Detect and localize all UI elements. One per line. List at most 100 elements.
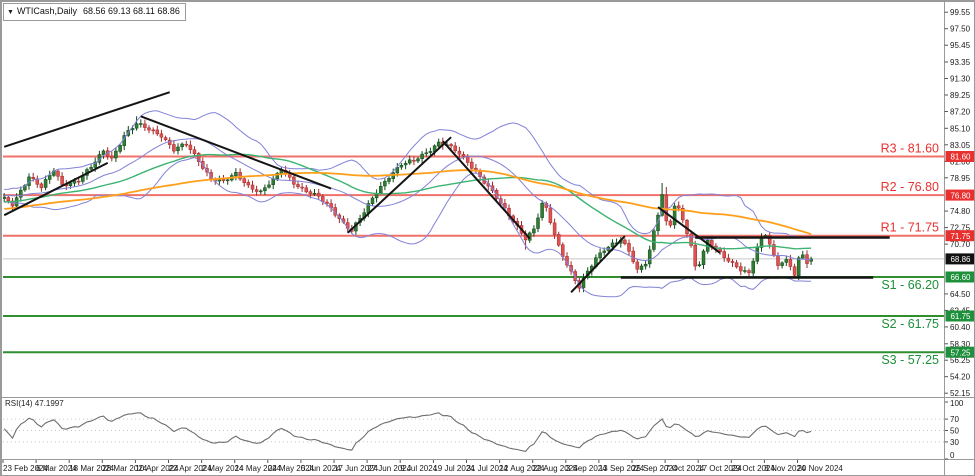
price-tick-label: 95.45 (950, 41, 971, 50)
date-tick-label: 7 Oct 2024 (665, 464, 705, 473)
trendline[interactable] (3, 91, 171, 148)
rsi-axis-label: 100 (950, 399, 964, 408)
price-tick-label: 58.30 (950, 340, 971, 349)
date-tick-label: 8 Nov 2024 (764, 464, 805, 473)
date-tick-label: 10 Apr 2024 (135, 464, 179, 473)
price-tick-label: 72.75 (950, 224, 971, 233)
price-tick-label: 97.50 (950, 25, 971, 34)
candle (263, 184, 267, 195)
candle (739, 262, 743, 276)
candle (163, 135, 168, 142)
candle (155, 125, 160, 136)
rsi-axis-label: 70 (950, 415, 959, 424)
candle (453, 142, 457, 153)
date-tick-label: 22 Aug 2024 (533, 464, 578, 473)
candle (143, 119, 147, 131)
date-tick-label: 18 Mar 2024 (69, 464, 114, 473)
candle (370, 196, 375, 206)
date-tick-label: 24 May 2024 (268, 464, 315, 473)
svg-text:71.75: 71.75 (950, 232, 971, 241)
candle (101, 149, 106, 159)
candle (379, 181, 383, 195)
price-tick-label: 54.20 (950, 373, 971, 382)
price-tick-label: 93.35 (950, 58, 971, 67)
date-tick-label: 22 Apr 2024 (169, 464, 213, 473)
price-tick-label: 56.25 (950, 356, 971, 365)
candle (436, 138, 441, 149)
trendline-drawings[interactable] (3, 91, 890, 293)
candle (234, 168, 238, 181)
price-tag: 66.60 (945, 271, 974, 283)
rsi-line (3, 412, 812, 453)
candle (250, 180, 255, 193)
candle (118, 143, 122, 154)
date-tick-label: 5 Jun 2024 (301, 464, 341, 473)
candle (668, 219, 673, 228)
date-tick-label: 2 May 2024 (202, 464, 244, 473)
candle (19, 186, 23, 202)
candle (184, 140, 189, 148)
price-tick-label: 70.70 (950, 240, 971, 249)
candle (647, 245, 652, 268)
resistance-label: R2 - 76.80 (881, 180, 939, 194)
candle (701, 249, 706, 269)
trendline[interactable] (3, 162, 109, 217)
svg-text:68.86: 68.86 (950, 255, 971, 264)
candle (796, 255, 801, 280)
support-label: S1 - 66.20 (881, 278, 939, 292)
candle (56, 169, 60, 181)
trendline[interactable] (570, 235, 626, 293)
candle (172, 140, 176, 154)
price-tick-label: 83.05 (950, 141, 971, 150)
candle (416, 156, 420, 163)
support-label: S2 - 61.75 (881, 317, 939, 331)
candle (304, 185, 309, 194)
candle (420, 151, 424, 163)
date-tick-label: 20 Nov 2024 (797, 464, 843, 473)
candle (296, 180, 300, 189)
candle (784, 255, 789, 266)
trendline[interactable] (442, 140, 531, 240)
date-tick-label: 3 Sep 2024 (566, 464, 607, 473)
symbol-title-box: ▼ WTICash,Daily 68.56 69.13 68.11 68.86 (3, 3, 186, 21)
candle (242, 176, 246, 187)
candle (246, 179, 251, 188)
trendline[interactable] (347, 136, 452, 234)
ohlc-quote-label: 68.56 69.13 68.11 68.86 (82, 6, 180, 16)
candle (722, 247, 726, 262)
candle (159, 129, 164, 142)
price-tag: 61.75 (945, 310, 974, 322)
candle (188, 140, 193, 154)
trendline[interactable] (657, 206, 721, 254)
price-tick-label: 60.40 (950, 323, 971, 332)
candle (428, 147, 433, 157)
candle (254, 185, 259, 196)
bollinger-bands (4, 110, 812, 298)
price-tick-label: 78.95 (950, 174, 971, 183)
candle (556, 231, 561, 247)
svg-text:61.75: 61.75 (950, 312, 971, 321)
date-tick-label: 19 Jul 2024 (433, 464, 475, 473)
candle (635, 259, 640, 274)
rsi-axis: 100 70 50 30 0 (944, 399, 964, 460)
rsi-guides (3, 418, 944, 443)
trendline[interactable] (140, 115, 332, 190)
candle (316, 188, 321, 201)
price-axis[interactable]: 99.55 97.50 95.45 93.35 91.30 89.25 87.20 85.10… (944, 8, 975, 398)
candle (780, 261, 784, 269)
date-tick-label: 28 Mar 2024 (102, 464, 147, 473)
candle (412, 156, 416, 166)
collapse-arrow-icon[interactable]: ▼ (7, 9, 14, 16)
candle (139, 119, 143, 128)
pivot-level-lines[interactable] (3, 155, 944, 354)
ma-line-slow-orange (4, 169, 812, 235)
candle (697, 261, 702, 268)
candle (734, 260, 739, 269)
candle (383, 178, 387, 191)
rsi-axis-label: 50 (950, 427, 959, 436)
date-tick-label: 13 Sep 2024 (599, 464, 645, 473)
